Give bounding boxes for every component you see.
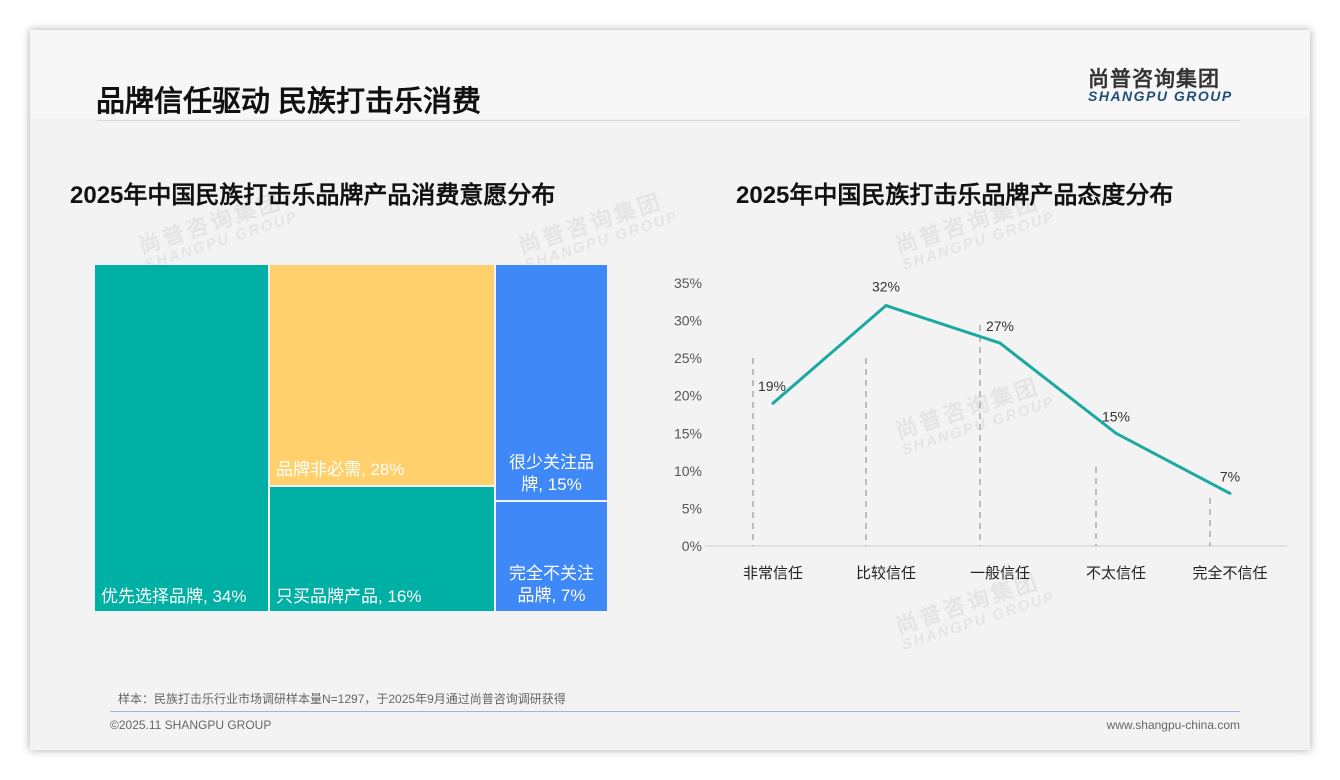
slide: 品牌信任驱动 民族打击乐消费 尚普咨询集团 SHANGPU GROUP 尚普咨询… <box>30 30 1310 750</box>
data-label: 32% <box>872 279 900 295</box>
x-tick-label: 比较信任 <box>856 564 916 582</box>
sample-note: 样本：民族打击乐行业市场调研样本量N=1297，于2025年9月通过尚普咨询调研… <box>118 692 566 706</box>
y-tick-label: 0% <box>682 538 702 554</box>
line-chart-title: 2025年中国民族打击乐品牌产品态度分布 <box>736 182 1174 209</box>
line-chart: 0% 5% 10% 15% 20% 25% 30% 35% 非常信任 比较信任 一般信任 不太信任 完全… <box>674 275 1287 582</box>
treemap-tile: 很少关注品牌, 15% <box>496 265 607 500</box>
data-point <box>771 401 775 405</box>
data-point <box>1228 491 1232 495</box>
data-label: 15% <box>1102 408 1130 424</box>
logo-en: SHANGPU GROUP <box>1088 88 1233 104</box>
y-tick-label: 5% <box>682 500 702 516</box>
treemap-tile: 只买品牌产品, 16% <box>270 487 494 611</box>
y-tick-label: 25% <box>674 350 702 366</box>
y-tick-label: 15% <box>674 425 702 441</box>
x-tick-label: 非常信任 <box>743 565 803 582</box>
y-tick-label: 10% <box>674 463 702 479</box>
footer-divider <box>110 711 1240 712</box>
page-title: 品牌信任驱动 民族打击乐消费 <box>96 86 482 118</box>
data-point <box>1114 431 1118 435</box>
data-point <box>884 304 888 308</box>
treemap-tile: 品牌非必需, 28% <box>270 265 494 485</box>
header <box>30 30 1310 118</box>
x-tick-label: 完全不信任 <box>1192 564 1267 582</box>
data-label: 7% <box>1220 468 1240 484</box>
x-tick-label: 一般信任 <box>970 565 1030 582</box>
logo-cn: 尚普咨询集团 <box>1088 68 1220 91</box>
divider <box>97 120 1240 121</box>
data-point <box>998 341 1002 345</box>
y-tick-label: 35% <box>674 275 702 291</box>
treemap-tile: 优先选择品牌, 34% <box>95 265 268 611</box>
data-label: 19% <box>758 378 786 394</box>
y-tick-label: 30% <box>674 313 702 329</box>
y-tick-label: 20% <box>674 388 702 404</box>
data-label: 27% <box>986 318 1014 334</box>
treemap-title: 2025年中国民族打击乐品牌产品消费意愿分布 <box>70 182 556 209</box>
x-tick-label: 不太信任 <box>1086 565 1146 582</box>
website: www.shangpu-china.com <box>1106 718 1240 732</box>
treemap-tile: 完全不关注品牌, 7% <box>496 502 607 611</box>
copyright: ©2025.11 SHANGPU GROUP <box>110 718 272 732</box>
